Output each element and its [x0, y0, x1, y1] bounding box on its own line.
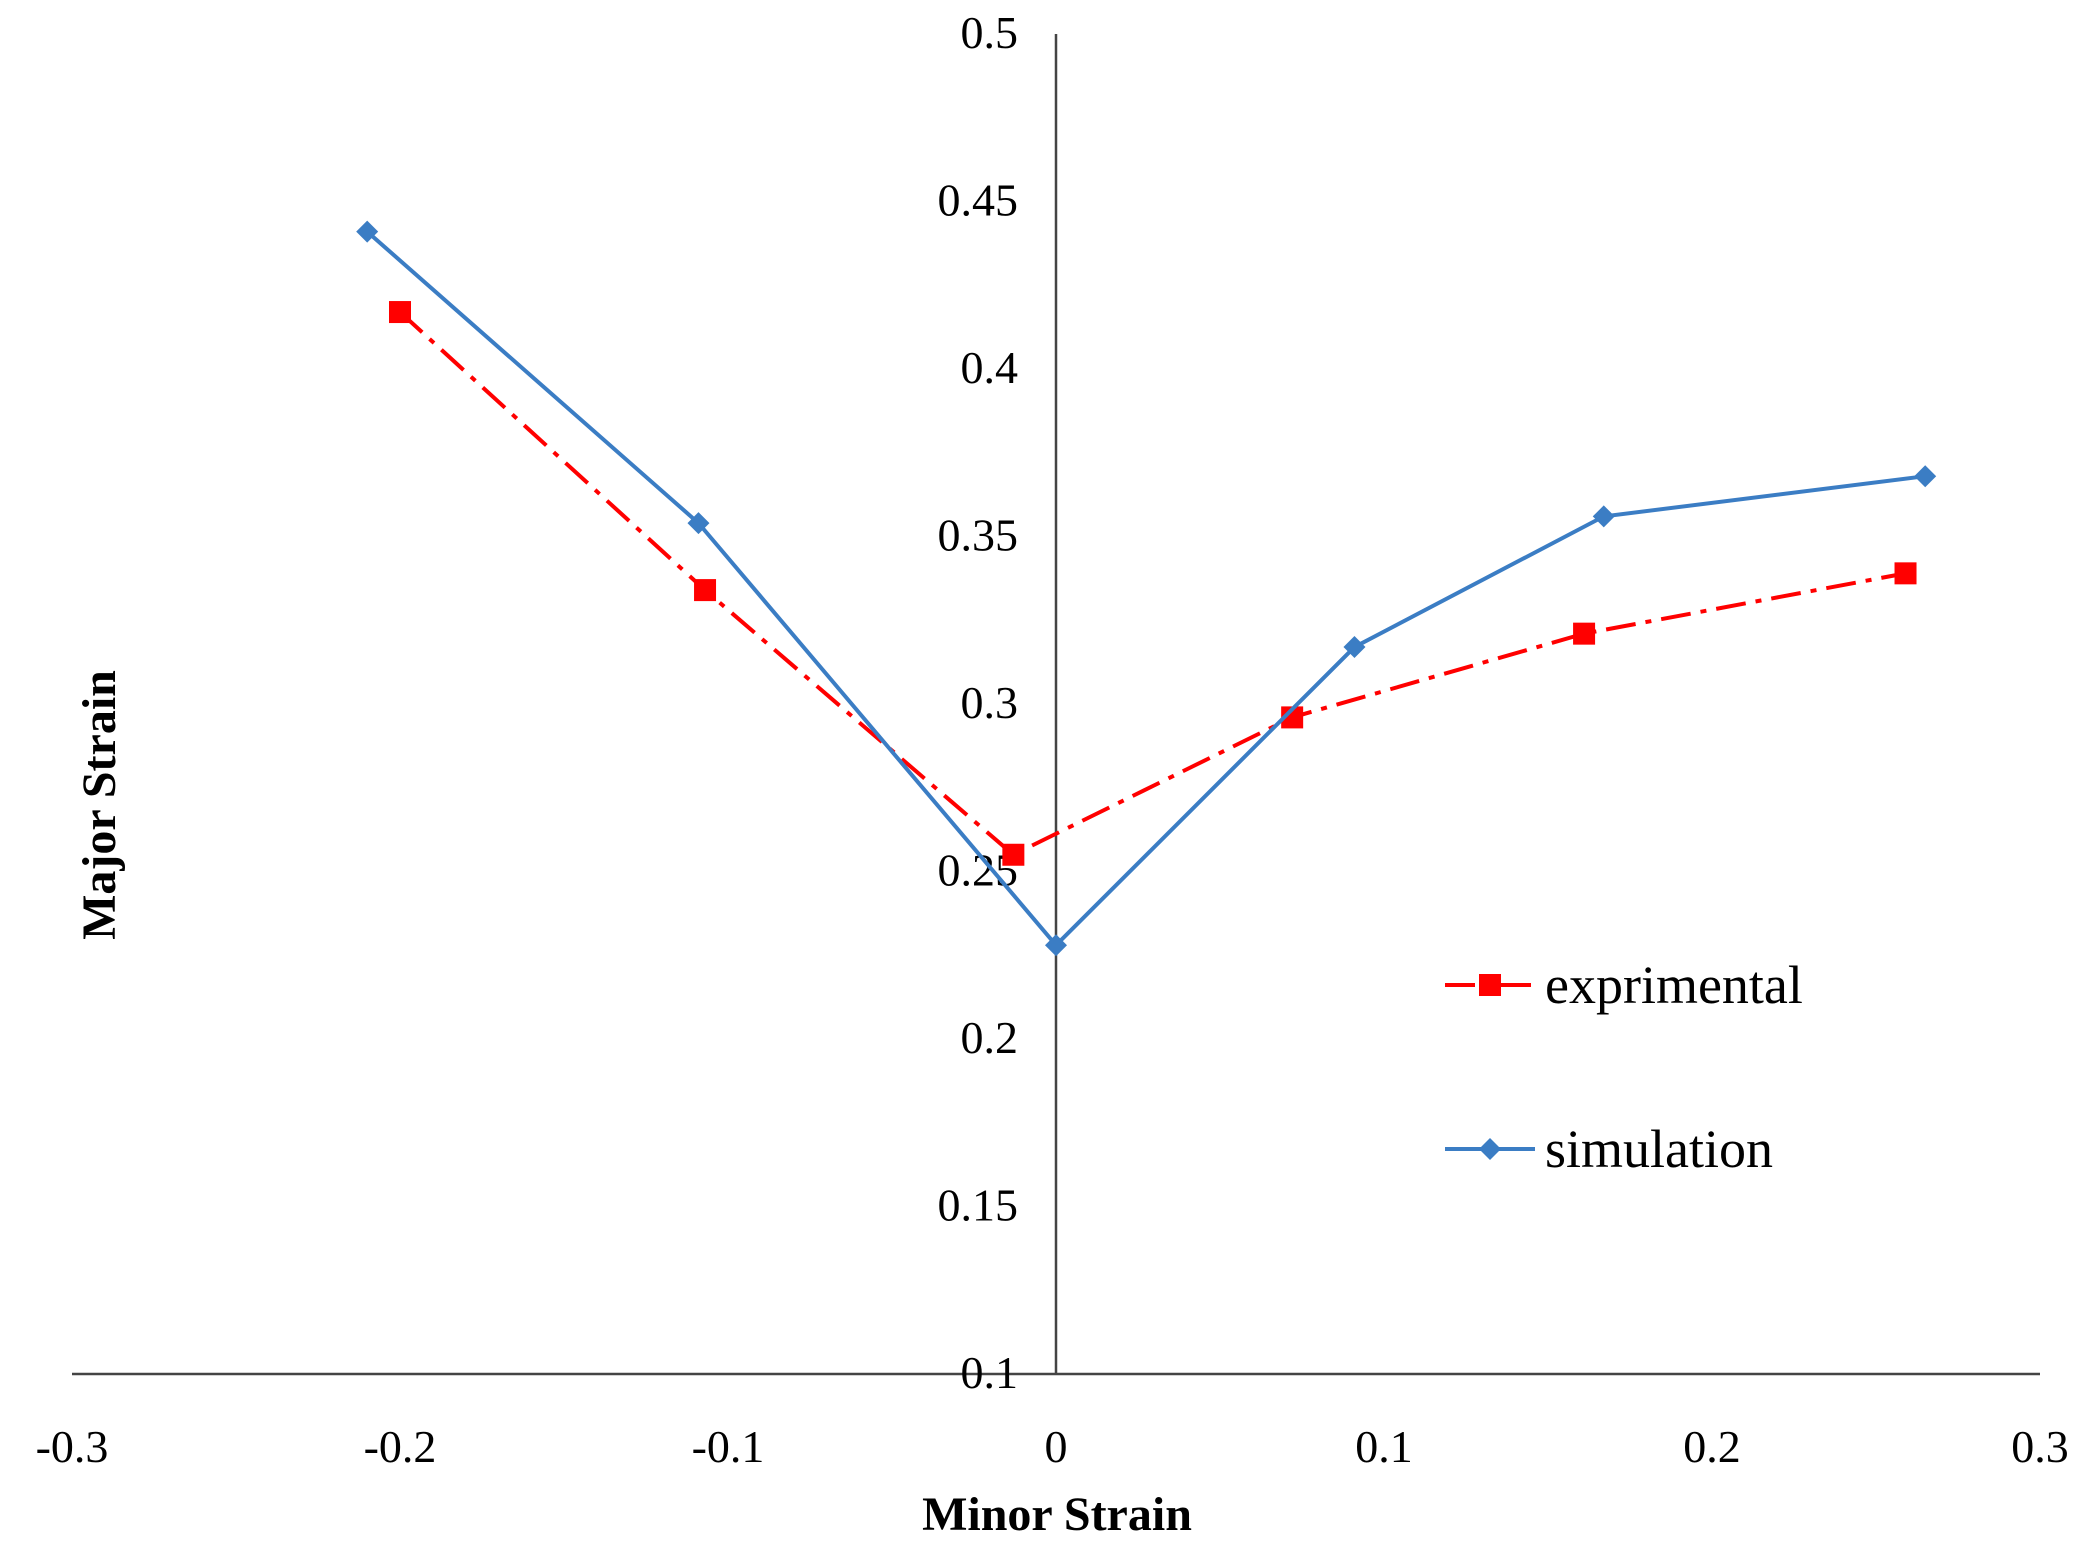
y-tick-label: 0.35 — [938, 510, 1019, 561]
y-tick-label: 0.1 — [961, 1347, 1019, 1398]
x-axis-title: Minor Strain — [922, 1488, 1192, 1541]
y-tick-label: 0.5 — [961, 7, 1019, 58]
legend: exprimental simulation — [1445, 955, 1803, 1179]
y-tick-label: 0.45 — [938, 175, 1019, 226]
data-point-simulation — [1045, 934, 1067, 957]
data-point-exprimental — [1573, 622, 1596, 645]
data-point-exprimental — [1281, 706, 1304, 729]
x-tick-label: -0.3 — [36, 1421, 109, 1472]
data-point-exprimental — [1894, 562, 1917, 585]
x-tick-label: 0 — [1045, 1421, 1068, 1472]
data-point-simulation — [356, 220, 379, 243]
x-tick-label: -0.1 — [692, 1421, 765, 1472]
legend-item-simulation: simulation — [1445, 1119, 1773, 1179]
series-simulation — [356, 220, 1937, 957]
x-tick-labels: -0.3 -0.2 -0.1 0 0.1 0.2 0.3 — [36, 1421, 2069, 1472]
x-tick-label: 0.2 — [1683, 1421, 1741, 1472]
y-tick-label: 0.3 — [961, 677, 1019, 728]
data-point-exprimental — [1002, 843, 1025, 866]
data-point-exprimental — [694, 579, 717, 602]
data-point-simulation — [1592, 505, 1615, 528]
x-tick-label: 0.1 — [1355, 1421, 1413, 1472]
legend-label-exprimental: exprimental — [1545, 955, 1803, 1015]
y-axis-title: Major Strain — [73, 670, 126, 940]
data-point-simulation — [1914, 465, 1937, 488]
data-point-exprimental — [389, 301, 411, 324]
x-tick-label: -0.2 — [364, 1421, 437, 1472]
series-exprimental — [389, 301, 1917, 866]
series-line-exprimental — [398, 310, 1906, 858]
data-point-simulation — [1343, 636, 1366, 659]
series-line-simulation — [365, 230, 1926, 949]
axes — [72, 34, 2040, 1376]
legend-label-simulation: simulation — [1545, 1119, 1773, 1179]
y-tick-label: 0.4 — [961, 342, 1019, 393]
y-tick-label: 0.15 — [938, 1180, 1019, 1231]
x-tick-label: 0.3 — [2011, 1421, 2069, 1472]
data-point-simulation — [687, 512, 710, 535]
y-tick-label: 0.2 — [961, 1012, 1019, 1063]
legend-marker-exprimental — [1479, 974, 1501, 996]
series-layer — [356, 220, 1937, 957]
legend-marker-simulation — [1479, 1138, 1501, 1160]
legend-item-exprimental: exprimental — [1445, 955, 1803, 1015]
y-tick-labels: 0.10.150.20.250.30.350.40.450.5 — [938, 7, 1019, 1398]
